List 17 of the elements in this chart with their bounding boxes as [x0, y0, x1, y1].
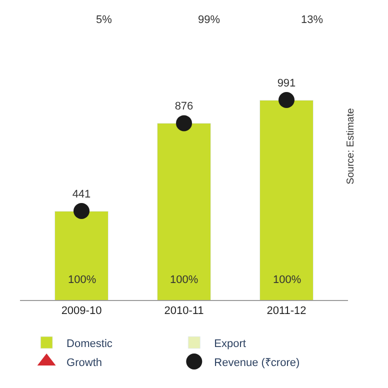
x-tick-label: 2011-12: [266, 305, 306, 318]
legend-label: Domestic: [66, 338, 113, 350]
legend-label: Growth: [66, 356, 102, 369]
annotation: 5%: [96, 14, 112, 26]
annotation: 100%: [273, 274, 302, 286]
data-label: 441: [72, 188, 91, 200]
annotation: 100%: [170, 274, 198, 286]
annotation: 13%: [301, 14, 324, 26]
annotation: Source: Estimate: [345, 108, 356, 184]
data-label: 876: [174, 100, 194, 112]
annotation: 99%: [198, 14, 220, 26]
data-label: 991: [277, 77, 296, 90]
annotation: 100%: [68, 274, 96, 286]
legend-label: Export: [214, 338, 246, 350]
legend-label: Revenue (₹crore): [214, 356, 300, 369]
x-tick-label: 2010-11: [164, 305, 204, 318]
x-tick-label: 2009-10: [61, 305, 102, 318]
